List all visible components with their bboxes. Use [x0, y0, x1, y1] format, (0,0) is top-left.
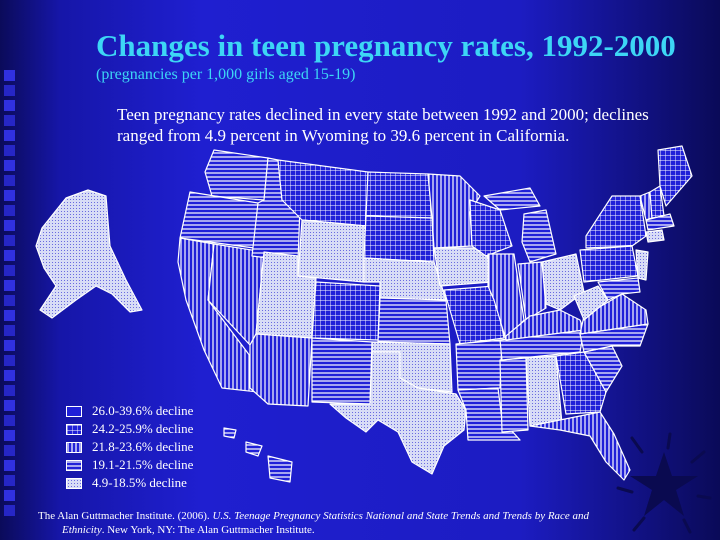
decorative-square — [4, 235, 15, 246]
map-description: Teen pregnancy rates declined in every s… — [117, 105, 649, 145]
state-connecticut — [645, 229, 665, 243]
decorative-square — [4, 250, 15, 261]
decorative-square — [4, 415, 15, 426]
decorative-square — [4, 295, 15, 306]
legend-swatch-vertical — [66, 442, 82, 453]
legend-swatch-horizontal — [66, 460, 82, 471]
state-texas — [329, 351, 467, 475]
map-title: Changes in teen pregnancy rates, 1992-20… — [96, 28, 676, 63]
state-missouri — [443, 285, 505, 345]
decorative-square — [4, 490, 15, 501]
state-hawaii-oahu — [223, 427, 237, 439]
state-virginia — [579, 293, 649, 335]
state-michigan-upper — [483, 187, 541, 211]
map-subtitle: (pregnancies per 1,000 girls aged 15-19) — [96, 66, 356, 83]
decorative-square — [4, 445, 15, 456]
decorative-square — [4, 145, 15, 156]
citation-title-cont: Ethnicity — [62, 524, 102, 536]
state-new-mexico — [311, 337, 373, 405]
state-alaska — [35, 189, 143, 319]
decorative-square — [4, 325, 15, 336]
decorative-square — [4, 310, 15, 321]
legend-label: 24.2-25.9% decline — [92, 421, 194, 436]
decorative-square — [4, 385, 15, 396]
decorative-square — [4, 505, 15, 516]
state-north-dakota — [365, 171, 433, 219]
decorative-square — [4, 100, 15, 111]
legend-swatch-dots — [66, 478, 82, 489]
state-mississippi — [499, 357, 529, 433]
state-michigan — [521, 209, 557, 263]
state-maryland — [597, 277, 641, 301]
legend-label: 4.9-18.5% decline — [92, 475, 187, 490]
state-wyoming — [297, 219, 367, 283]
legend-swatch-grid — [66, 424, 82, 435]
citation-rest: . New York, NY: The Alan Guttmacher Inst… — [101, 524, 315, 536]
decorative-square — [4, 280, 15, 291]
star-icon — [616, 432, 712, 534]
decorative-square — [4, 265, 15, 276]
state-indiana — [517, 261, 547, 321]
state-massachusetts — [645, 213, 675, 231]
decorative-square — [4, 115, 15, 126]
state-kansas — [377, 297, 451, 345]
state-washington — [204, 149, 269, 201]
decorative-square — [4, 190, 15, 201]
decorative-square — [4, 85, 15, 96]
legend-label: 26.0-39.6% decline — [92, 403, 194, 418]
decorative-square — [4, 70, 15, 81]
decorative-square — [4, 340, 15, 351]
state-new-jersey — [635, 249, 649, 281]
legend-label: 21.8-23.6% decline — [92, 439, 194, 454]
state-alabama — [525, 355, 563, 427]
decorative-square — [4, 355, 15, 366]
decorative-square — [4, 370, 15, 381]
state-kentucky — [505, 309, 585, 341]
decorative-square — [4, 175, 15, 186]
decorative-square — [4, 475, 15, 486]
citation-title: U.S. Teenage Pregnancy Statistics Nation… — [212, 510, 590, 522]
state-colorado — [311, 281, 381, 341]
state-pennsylvania — [579, 245, 639, 283]
decorative-square — [4, 400, 15, 411]
state-south-dakota — [363, 215, 435, 263]
state-new-york — [585, 195, 647, 249]
state-hawaii-maui — [245, 441, 263, 457]
state-wisconsin — [469, 199, 513, 257]
state-florida — [529, 411, 631, 481]
state-arkansas — [455, 339, 503, 391]
legend-swatch-solid — [66, 406, 82, 417]
citation: The Alan Guttmacher Institute. (2006). U… — [38, 509, 678, 537]
decorative-square — [4, 205, 15, 216]
state-georgia — [555, 351, 607, 415]
state-arizona — [249, 333, 313, 407]
legend-label: 19.1-21.5% decline — [92, 457, 194, 472]
decorative-square — [4, 130, 15, 141]
decorative-square — [4, 460, 15, 471]
state-maine — [657, 145, 693, 207]
state-hawaii — [267, 455, 293, 483]
decorative-squares — [4, 70, 20, 516]
decorative-square — [4, 430, 15, 441]
decorative-square — [4, 160, 15, 171]
decorative-square — [4, 220, 15, 231]
citation-prefix: The Alan Guttmacher Institute. (2006). — [38, 510, 213, 522]
